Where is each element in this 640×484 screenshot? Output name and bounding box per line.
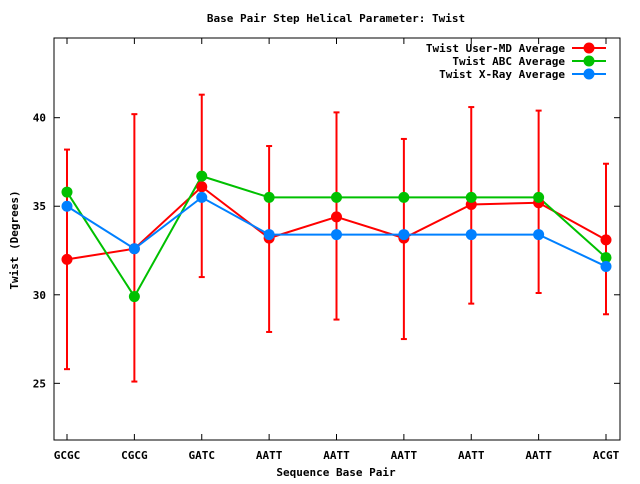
data-point xyxy=(61,200,73,212)
x-axis-label: Sequence Base Pair xyxy=(276,466,396,479)
data-point xyxy=(263,191,275,203)
y-tick-label: 40 xyxy=(33,112,46,125)
data-point xyxy=(196,170,208,182)
data-point xyxy=(331,191,342,203)
data-point xyxy=(398,229,410,241)
y-tick-label: 30 xyxy=(33,289,46,302)
data-point xyxy=(128,291,140,303)
data-point xyxy=(600,252,612,264)
data-point xyxy=(600,260,612,272)
chart-title: Base Pair Step Helical Parameter: Twist xyxy=(207,12,465,25)
x-tick-label: AATT xyxy=(525,449,552,462)
legend-label: Twist ABC Average xyxy=(452,55,565,68)
legend-marker xyxy=(583,68,595,80)
data-point xyxy=(465,191,477,203)
x-tick-label: AATT xyxy=(256,449,283,462)
data-point xyxy=(263,229,275,241)
data-point xyxy=(61,253,73,265)
data-point xyxy=(398,191,410,203)
data-point xyxy=(196,181,208,193)
y-tick-label: 35 xyxy=(33,200,46,213)
y-axis-label: Twist (Degrees) xyxy=(8,190,21,289)
legend-marker xyxy=(583,55,595,67)
x-tick-label: AATT xyxy=(391,449,418,462)
data-point xyxy=(331,211,342,223)
data-point xyxy=(465,229,477,241)
data-point xyxy=(533,229,545,241)
data-point xyxy=(61,186,73,198)
data-point xyxy=(533,191,545,203)
x-tick-label: CGCG xyxy=(121,449,148,462)
x-tick-label: AATT xyxy=(323,449,350,462)
data-point xyxy=(600,234,612,246)
legend-marker xyxy=(583,42,595,54)
y-tick-label: 25 xyxy=(33,377,46,390)
x-tick-label: ACGT xyxy=(593,449,620,462)
x-tick-label: GATC xyxy=(189,449,216,462)
data-point xyxy=(196,191,208,203)
data-point xyxy=(128,243,140,255)
data-point xyxy=(331,229,342,241)
x-tick-label: AATT xyxy=(458,449,485,462)
legend-label: Twist User-MD Average xyxy=(426,42,565,55)
legend-label: Twist X-Ray Average xyxy=(439,68,565,81)
x-tick-label: GCGC xyxy=(54,449,81,462)
